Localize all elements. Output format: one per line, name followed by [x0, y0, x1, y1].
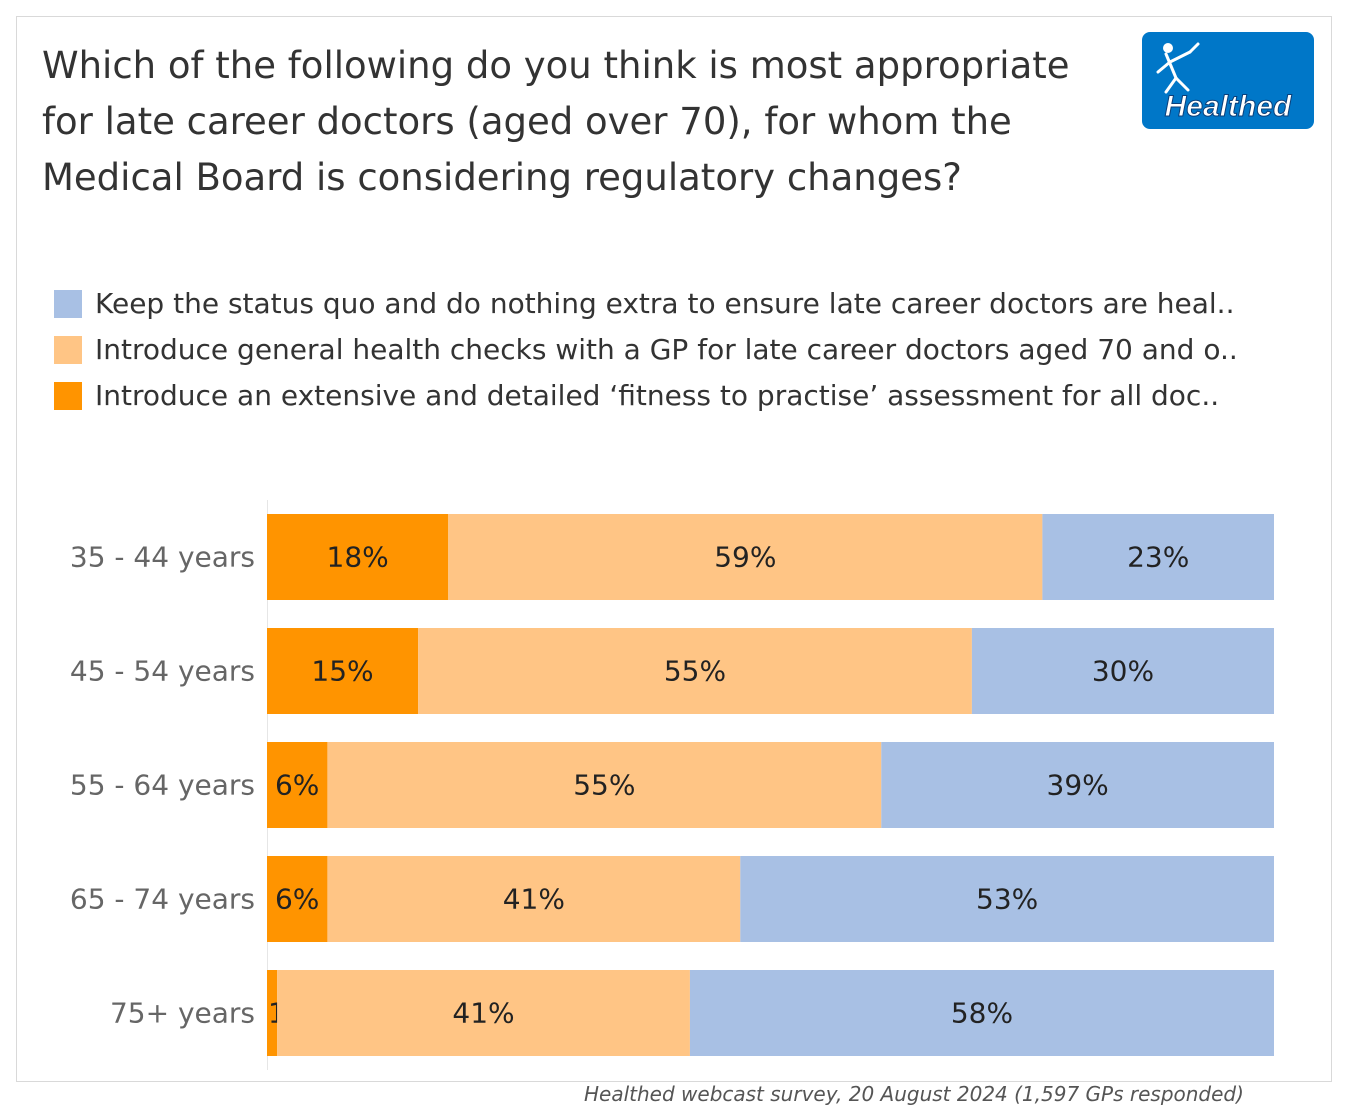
bar-segment — [689, 970, 1274, 1056]
data-label: 39% — [1047, 769, 1109, 802]
data-label: 15% — [311, 655, 373, 688]
hermes-figure-icon — [1156, 42, 1200, 94]
bar-segment — [267, 970, 278, 1056]
category-label: 55 - 64 years — [70, 769, 255, 802]
data-label: 18% — [327, 541, 389, 574]
bar-segment — [267, 856, 328, 942]
category-label: 75+ years — [110, 997, 255, 1030]
title-line-1: Which of the following do you think is m… — [42, 44, 1070, 87]
logo-text: Healthed — [1165, 90, 1292, 123]
data-label: 30% — [1092, 655, 1154, 688]
bar-segment — [1042, 514, 1274, 600]
bar-segment — [267, 514, 449, 600]
data-label: 59% — [714, 541, 776, 574]
category-label: 35 - 44 years — [70, 541, 255, 574]
legend-swatch-fitness-assessment — [54, 382, 82, 410]
legend-label-gp-health-checks: Introduce general health checks with a G… — [95, 333, 1238, 366]
data-label: 58% — [951, 997, 1013, 1030]
data-label: 55% — [573, 769, 635, 802]
bar-segment — [327, 742, 882, 828]
chart-title: Which of the following do you think is m… — [42, 38, 1122, 206]
legend-label-fitness-assessment: Introduce an extensive and detailed ‘fit… — [95, 379, 1220, 412]
bar-segment — [327, 856, 741, 942]
data-label: 41% — [503, 883, 565, 916]
title-line-2: for late career doctors (aged over 70), … — [42, 100, 1012, 143]
data-label: 55% — [664, 655, 726, 688]
bar-segment — [267, 628, 419, 714]
legend-swatch-gp-health-checks — [54, 336, 82, 364]
data-label: 23% — [1127, 541, 1189, 574]
legend-swatch-status-quo — [54, 290, 82, 318]
healthed-logo: Healthed — [1142, 32, 1314, 129]
bar-segment — [267, 742, 328, 828]
bar-segment — [881, 742, 1274, 828]
data-label: 53% — [976, 883, 1038, 916]
title-line-3: Medical Board is considering regulatory … — [42, 156, 962, 199]
bar-segment — [740, 856, 1274, 942]
bar-segment — [277, 970, 690, 1056]
data-label: 6% — [275, 769, 319, 802]
bar-segment — [448, 514, 1043, 600]
bar-segment — [418, 628, 972, 714]
category-label: 45 - 54 years — [70, 655, 255, 688]
data-label: 6% — [275, 883, 319, 916]
bar-segment — [971, 628, 1274, 714]
data-label: 41% — [452, 997, 514, 1030]
legend-label-status-quo: Keep the status quo and do nothing extra… — [95, 287, 1235, 320]
source-note: Healthed webcast survey, 20 August 2024 … — [584, 1082, 1244, 1106]
category-label: 65 - 74 years — [70, 883, 255, 916]
